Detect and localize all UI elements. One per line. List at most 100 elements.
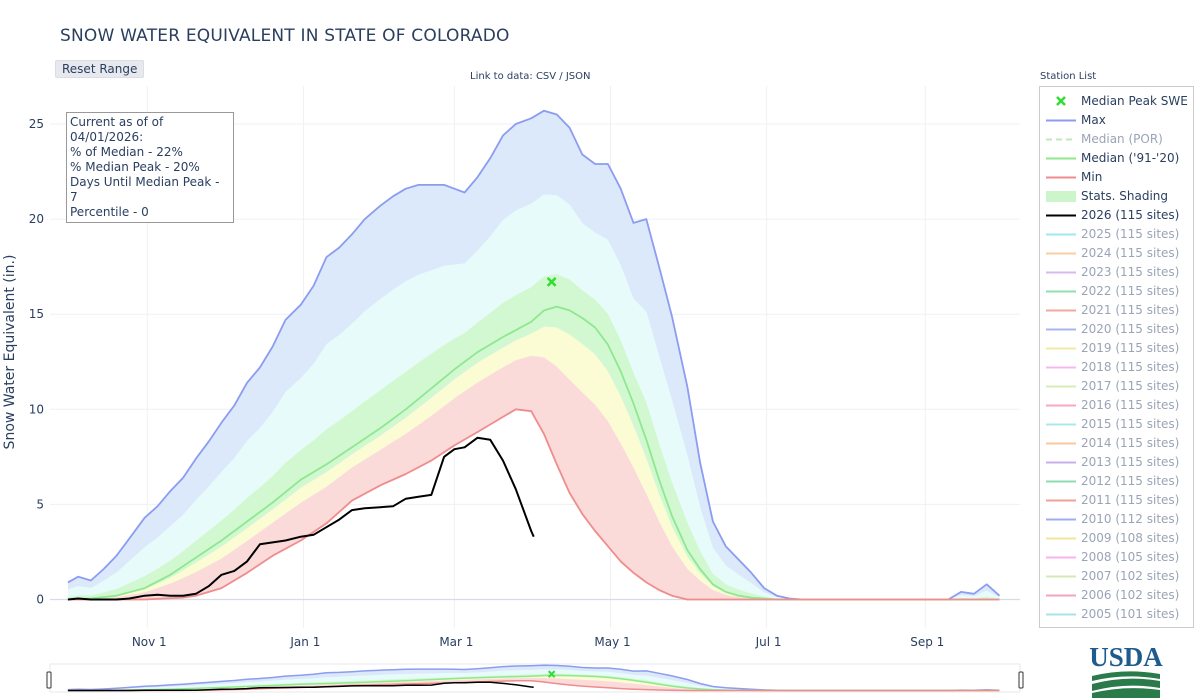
legend-label: 2014 (115 sites) bbox=[1081, 436, 1180, 450]
y-tick-label: 10 bbox=[29, 402, 44, 416]
legend-item[interactable]: 2012 (115 sites) bbox=[1040, 472, 1193, 491]
legend-item[interactable]: Min bbox=[1040, 168, 1193, 187]
legend-label: 2026 (115 sites) bbox=[1081, 208, 1180, 222]
legend-swatch-icon bbox=[1046, 461, 1076, 464]
legend-swatch-icon bbox=[1046, 385, 1076, 388]
legend-label: 2017 (115 sites) bbox=[1081, 379, 1180, 393]
range-slider-band bbox=[67, 669, 1000, 691]
legend-item[interactable]: Stats. Shading bbox=[1040, 187, 1193, 206]
reset-range-button[interactable]: Reset Range bbox=[55, 60, 145, 78]
legend-label: Median (POR) bbox=[1081, 132, 1163, 146]
legend-item[interactable]: 2016 (115 sites) bbox=[1040, 396, 1193, 415]
legend-item[interactable]: 2020 (115 sites) bbox=[1040, 320, 1193, 339]
info-percentile: Percentile - 0 bbox=[70, 205, 149, 219]
legend-item[interactable]: 2010 (112 sites) bbox=[1040, 510, 1193, 529]
legend-swatch-icon bbox=[1046, 119, 1076, 122]
legend-item[interactable]: 2018 (115 sites) bbox=[1040, 358, 1193, 377]
legend-swatch-icon bbox=[1046, 214, 1076, 217]
legend-item[interactable]: 2005 (101 sites) bbox=[1040, 605, 1193, 624]
range-slider-current-year-line bbox=[67, 681, 534, 692]
legend-label: 2010 (112 sites) bbox=[1081, 512, 1180, 526]
legend-label: 2011 (115 sites) bbox=[1081, 493, 1180, 507]
legend-item[interactable]: 2021 (115 sites) bbox=[1040, 301, 1193, 320]
legend-label: 2016 (115 sites) bbox=[1081, 398, 1180, 412]
legend-label: 2022 (115 sites) bbox=[1081, 284, 1180, 298]
usda-logo-text: USDA bbox=[1089, 642, 1163, 672]
legend-item[interactable]: 2014 (115 sites) bbox=[1040, 434, 1193, 453]
legend-label: 2019 (115 sites) bbox=[1081, 341, 1180, 355]
legend-item[interactable]: Max bbox=[1040, 111, 1193, 130]
current-status-box: Current as of of 04/01/2026: % of Median… bbox=[66, 112, 234, 223]
legend-item[interactable]: 2008 (105 sites) bbox=[1040, 548, 1193, 567]
legend-item[interactable]: Median ('91-'20) bbox=[1040, 149, 1193, 168]
legend-swatch-icon bbox=[1046, 556, 1076, 559]
legend-swatch-icon bbox=[1046, 575, 1076, 578]
legend-label: Max bbox=[1081, 113, 1106, 127]
legend-item[interactable]: Median (POR) bbox=[1040, 130, 1193, 149]
info-days-until-peak: Days Until Median Peak - 7 bbox=[70, 175, 220, 204]
legend-swatch-icon bbox=[1046, 309, 1076, 312]
x-tick-label: Jul 1 bbox=[755, 635, 782, 649]
legend-item[interactable]: 2011 (115 sites) bbox=[1040, 491, 1193, 510]
legend-item[interactable]: 2013 (115 sites) bbox=[1040, 453, 1193, 472]
legend: Median Peak SWE Max Median (POR) Median ('9… bbox=[1039, 86, 1194, 628]
shading-band-4 bbox=[67, 355, 1000, 600]
current-year-line bbox=[67, 436, 535, 601]
y-tick-label: 0 bbox=[36, 592, 44, 606]
range-slider-right-handle[interactable] bbox=[1018, 671, 1024, 689]
legend-label: 2020 (115 sites) bbox=[1081, 322, 1180, 336]
legend-swatch-icon bbox=[1046, 499, 1076, 502]
legend-label: Min bbox=[1081, 170, 1103, 184]
legend-item[interactable]: 2007 (102 sites) bbox=[1040, 567, 1193, 586]
chart-title: SNOW WATER EQUIVALENT IN STATE OF COLORA… bbox=[60, 26, 510, 46]
legend-label: Median Peak SWE bbox=[1081, 94, 1188, 108]
legend-swatch-icon bbox=[1046, 233, 1076, 236]
legend-item[interactable]: 2024 (115 sites) bbox=[1040, 244, 1193, 263]
legend-item[interactable]: 2006 (102 sites) bbox=[1040, 586, 1193, 605]
legend-swatch-icon bbox=[1046, 138, 1076, 141]
legend-swatch-icon bbox=[1046, 480, 1076, 483]
usda-logo-field-icon bbox=[1092, 671, 1160, 681]
legend-swatch-icon bbox=[1046, 366, 1076, 369]
legend-item[interactable]: Median Peak SWE bbox=[1040, 92, 1193, 111]
legend-item[interactable]: 2019 (115 sites) bbox=[1040, 339, 1193, 358]
legend-label: 2024 (115 sites) bbox=[1081, 246, 1180, 260]
legend-item[interactable]: 2022 (115 sites) bbox=[1040, 282, 1193, 301]
min-line bbox=[67, 408, 1000, 601]
legend-swatch-icon bbox=[1046, 252, 1076, 255]
legend-swatch-icon bbox=[1046, 423, 1076, 426]
legend-swatch-icon bbox=[1046, 518, 1076, 521]
legend-swatch-icon bbox=[1046, 613, 1076, 616]
shading-band-1 bbox=[67, 194, 1000, 600]
csv-link[interactable]: CSV bbox=[535, 71, 557, 82]
json-link[interactable]: JSON bbox=[565, 71, 591, 82]
x-tick-label: Mar 1 bbox=[439, 635, 473, 649]
legend-item[interactable]: 2017 (115 sites) bbox=[1040, 377, 1193, 396]
legend-swatch-icon bbox=[1046, 328, 1076, 331]
legend-item[interactable]: 2009 (108 sites) bbox=[1040, 529, 1193, 548]
legend-item[interactable]: 2026 (115 sites) bbox=[1040, 206, 1193, 225]
legend-item[interactable]: 2025 (115 sites) bbox=[1040, 225, 1193, 244]
legend-label: 2005 (101 sites) bbox=[1081, 607, 1180, 621]
legend-label: 2018 (115 sites) bbox=[1081, 360, 1180, 374]
x-tick-label: Jan 1 bbox=[289, 635, 320, 649]
legend-item[interactable]: 2023 (115 sites) bbox=[1040, 263, 1193, 282]
legend-label: Median ('91-'20) bbox=[1081, 151, 1180, 165]
x-marker-icon bbox=[1056, 96, 1066, 106]
legend-label: 2023 (115 sites) bbox=[1081, 265, 1180, 279]
info-percent-median-peak: % Median Peak - 20% bbox=[70, 160, 200, 174]
range-slider-left-handle[interactable] bbox=[46, 671, 52, 689]
legend-swatch-icon bbox=[1046, 537, 1076, 540]
legend-label: 2013 (115 sites) bbox=[1081, 455, 1180, 469]
x-tick-label: Sep 1 bbox=[910, 635, 944, 649]
y-tick-label: 5 bbox=[36, 497, 44, 511]
legend-swatch-icon bbox=[1046, 271, 1076, 274]
legend-label: 2009 (108 sites) bbox=[1081, 531, 1180, 545]
legend-label: 2015 (115 sites) bbox=[1081, 417, 1180, 431]
median-line bbox=[67, 305, 1000, 601]
legend-item[interactable]: 2015 (115 sites) bbox=[1040, 415, 1193, 434]
station-list-link[interactable]: Station List bbox=[1040, 71, 1097, 82]
legend-swatch-icon bbox=[1046, 157, 1076, 160]
range-slider-peak-marker bbox=[547, 670, 556, 678]
